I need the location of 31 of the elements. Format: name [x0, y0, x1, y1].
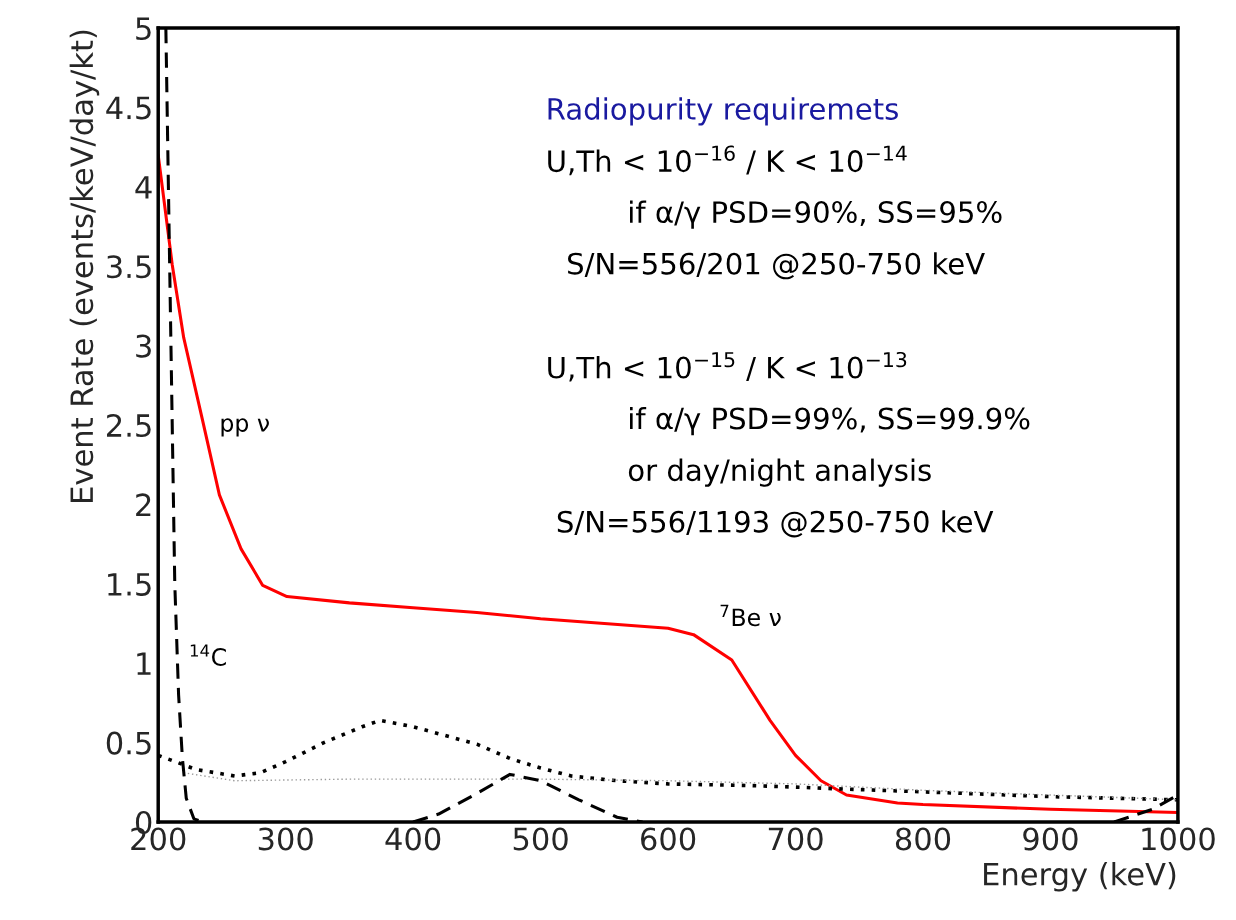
x-tick-label: 300: [258, 827, 313, 851]
y-tick-label: 4: [135, 176, 152, 199]
x-tick-label: 500: [513, 827, 568, 851]
y-tick-label: 2.5: [106, 413, 151, 438]
y-tick-label: 1: [137, 652, 151, 675]
annotation: Radiopurity requiremets: [548, 97, 898, 126]
x-tick-label: 400: [385, 827, 441, 851]
annotation: pp ν: [221, 418, 269, 437]
y-tick-label: 3: [136, 334, 151, 358]
annotation: $^{14}$C: [190, 644, 226, 666]
y-tick-label: 3.5: [107, 255, 151, 279]
annotation: S/N=556/201 @250-750 keV: [568, 252, 985, 280]
y-tick-label: 0.5: [106, 731, 151, 755]
y-tick-label: 2: [136, 493, 151, 517]
annotation: U,Th < 10$^{−15}$ / K < 10$^{−13}$: [548, 351, 907, 382]
x-tick-label: 800: [895, 827, 951, 851]
x-tick-label: 1000: [1142, 827, 1215, 851]
x-tick-label: 700: [768, 827, 823, 851]
y-tick-label: 1.5: [108, 573, 151, 596]
annotation: S/N=556/1193 @250-750 keV: [557, 510, 994, 538]
annotation: $^{7}$Be ν: [720, 604, 781, 627]
y-tick-label: 4.5: [106, 96, 151, 120]
y-tick-label: 5: [136, 17, 151, 41]
annotation: U,Th < 10$^{−16}$ / K < 10$^{−14}$: [548, 145, 907, 176]
x-axis-title: Energy (keV): [984, 862, 1176, 892]
x-tick-label: 600: [641, 827, 696, 851]
y-axis-title: Event Rate (events/keV/day/kt): [69, 30, 100, 502]
annotation: if α/γ PSD=99%, SS=99.9%: [630, 406, 1030, 436]
annotation: or day/night analysis: [628, 458, 931, 487]
annotation: if α/γ PSD=90%, SS=95%: [630, 200, 1002, 229]
x-tick-label: 900: [1023, 827, 1078, 851]
